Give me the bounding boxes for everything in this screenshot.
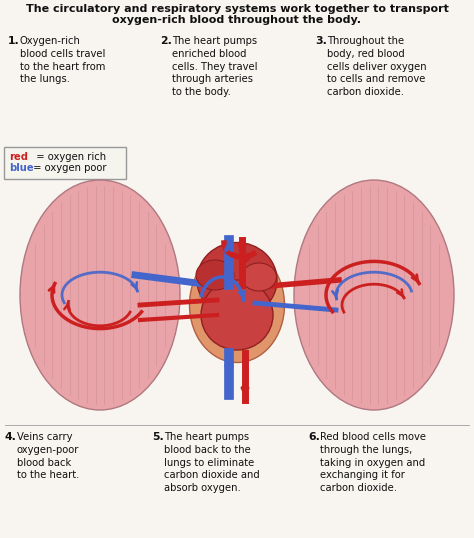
Text: Red blood cells move
through the lungs,
taking in oxygen and
exchanging it for
c: Red blood cells move through the lungs, … [320,432,426,493]
Text: The heart pumps
blood back to the
lungs to eliminate
carbon dioxide and
absorb o: The heart pumps blood back to the lungs … [164,432,260,493]
Text: Veins carry
oxygen-poor
blood back
to the heart.: Veins carry oxygen-poor blood back to th… [17,432,79,480]
Ellipse shape [197,243,277,317]
Text: 2.: 2. [160,36,172,46]
Text: = oxygen rich: = oxygen rich [30,152,106,162]
Text: 4.: 4. [5,432,17,442]
Text: The circulatory and respiratory systems work together to transport: The circulatory and respiratory systems … [26,4,448,14]
Text: oxygen-rich blood throughout the body.: oxygen-rich blood throughout the body. [112,15,362,25]
Ellipse shape [20,180,180,410]
Text: Oxygen-rich
blood cells travel
to the heart from
the lungs.: Oxygen-rich blood cells travel to the he… [20,36,105,84]
Text: 3.: 3. [315,36,327,46]
Ellipse shape [294,180,454,410]
FancyBboxPatch shape [4,147,126,179]
Text: 5.: 5. [152,432,164,442]
Text: Throughout the
body, red blood
cells deliver oxygen
to cells and remove
carbon d: Throughout the body, red blood cells del… [327,36,427,97]
Text: 1.: 1. [8,36,20,46]
Ellipse shape [190,247,284,363]
Ellipse shape [201,280,273,350]
Text: red: red [9,152,28,162]
Ellipse shape [241,263,276,291]
Ellipse shape [196,260,234,290]
Text: blue: blue [9,163,34,173]
Text: 6.: 6. [308,432,320,442]
Text: The heart pumps
enriched blood
cells. They travel
through arteries
to the body.: The heart pumps enriched blood cells. Th… [172,36,257,97]
Text: = oxygen poor: = oxygen poor [30,163,107,173]
